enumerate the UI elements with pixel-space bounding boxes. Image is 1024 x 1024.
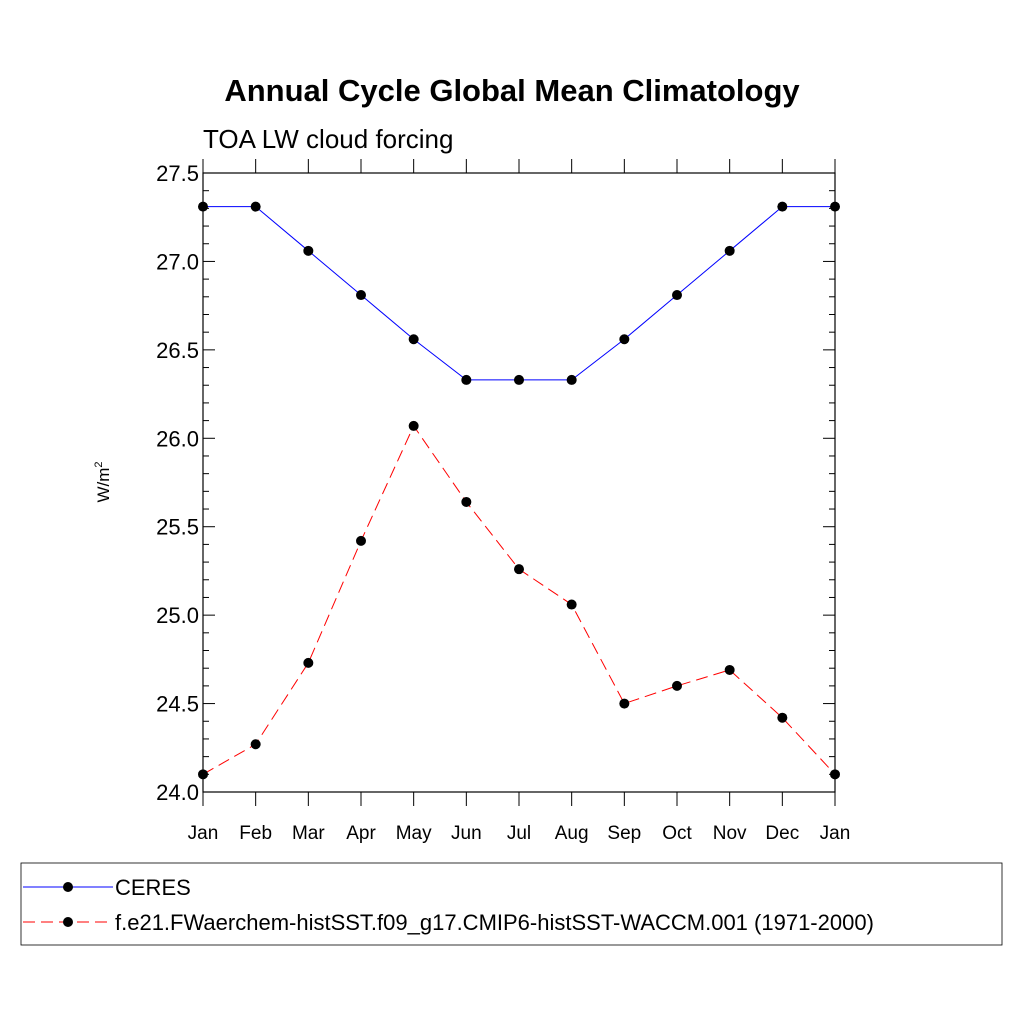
series-0-point [198, 201, 208, 212]
series-0-point [566, 374, 577, 385]
x-tick-label: Aug [555, 823, 589, 844]
series-line-1 [202, 424, 836, 775]
plot-area: 24.0 24.5 25.0 25.5 26.0 26.5 27.0 27.5 Jan Feb Ma… [156, 159, 850, 844]
y-tick-label: 26.5 [156, 338, 199, 363]
series-line-0 [203, 206, 835, 381]
x-tick-label: Jun [451, 823, 482, 844]
x-tick-label: Dec [765, 823, 799, 844]
series-0-point [461, 374, 472, 385]
series-1-point [250, 739, 261, 750]
series-1-point [724, 664, 735, 675]
series-1-point [619, 698, 630, 709]
series-0-point [250, 201, 261, 212]
chart-subtitle: TOA LW cloud forcing [203, 124, 453, 154]
series-0-point [514, 374, 524, 385]
legend: CERES f.e21.FWaerchem-histSST.f09_g17.CMI… [20, 862, 1003, 946]
series-1-point [566, 599, 577, 610]
y-axis-label-unit: W/m [94, 468, 113, 503]
legend-label: CERES [115, 875, 191, 900]
y-axis-label: W/m2 [93, 461, 113, 502]
series-1-point [672, 680, 682, 691]
x-tick-label: Oct [662, 823, 692, 844]
series-0-point [356, 290, 366, 301]
x-tick-label: Nov [713, 823, 747, 844]
series-1-point [514, 564, 524, 575]
y-axis-label-superscript: 2 [93, 461, 105, 467]
y-tick-label: 27.0 [156, 249, 199, 274]
y-tick-label: 26.0 [156, 426, 199, 451]
series-1-point [461, 496, 472, 507]
legend-marker-0 [63, 882, 73, 892]
x-tick-label: May [396, 823, 432, 844]
x-tick-label: Sep [607, 823, 641, 844]
series-0-point [777, 201, 788, 212]
series-0-point [408, 334, 419, 345]
y-tick-label: 25.5 [156, 515, 199, 540]
series-1-point [303, 657, 314, 668]
legend-box [20, 862, 1003, 946]
series-0-point [303, 245, 314, 256]
series-1-point [777, 712, 788, 723]
series-1-point [408, 420, 419, 431]
y-tick-label: 25.0 [156, 603, 199, 628]
x-tick-label: Mar [292, 823, 325, 844]
x-tick-label: Jan [820, 823, 851, 844]
series-1-point [198, 769, 208, 780]
y-tick-label: 24.5 [156, 692, 199, 717]
x-tick-label: Jan [188, 823, 219, 844]
series-1-point [356, 535, 366, 546]
x-tick-label: Apr [346, 823, 376, 844]
series-0-point [619, 334, 630, 345]
x-tick-label: Jul [507, 823, 531, 844]
y-tick-label: 27.5 [156, 161, 199, 186]
y-tick-label: 24.0 [156, 780, 199, 805]
plot-frame [202, 172, 836, 793]
legend-label: f.e21.FWaerchem-histSST.f09_g17.CMIP6-hi… [115, 910, 874, 935]
series-1-point [830, 769, 840, 780]
chart-title: Annual Cycle Global Mean Climatology [224, 73, 800, 108]
series-0-point [672, 290, 682, 301]
series-0-point [830, 201, 840, 212]
series-0-point [724, 245, 735, 256]
legend-marker-1 [63, 917, 73, 927]
x-tick-label: Feb [239, 823, 272, 844]
